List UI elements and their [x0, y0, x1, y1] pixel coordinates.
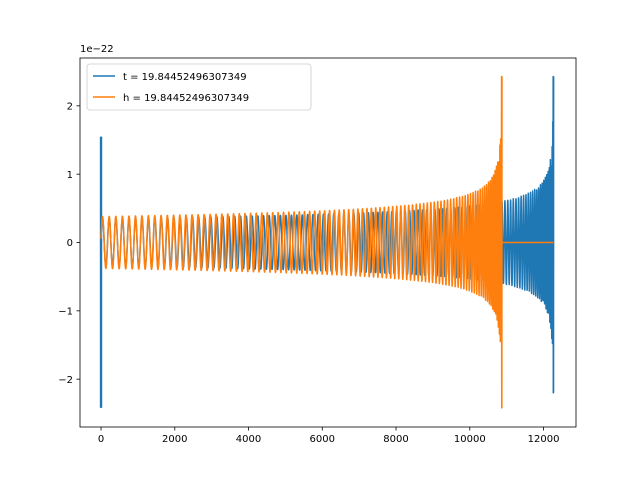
- y-axis-offset-text: 1e−22: [80, 44, 114, 55]
- y-tick-label: −1: [58, 306, 73, 317]
- legend-label: h = 19.84452496307349: [123, 93, 249, 104]
- legend: t = 19.84452496307349 h = 19.844524963073…: [86, 63, 312, 111]
- y-tick-label: −2: [58, 375, 73, 386]
- x-tick-label: 2000: [162, 434, 187, 445]
- x-tick-label: 12000: [528, 434, 560, 445]
- x-tick-label: 10000: [454, 434, 486, 445]
- legend-label: t = 19.84452496307349: [123, 72, 247, 83]
- x-tick-label: 4000: [236, 434, 261, 445]
- y-tick-label: 0: [67, 238, 73, 249]
- series-line-h: [100, 75, 503, 409]
- y-tick-label: 2: [67, 101, 73, 112]
- legend-box: [86, 63, 312, 111]
- x-tick-label: 6000: [310, 434, 335, 445]
- plot-layer: [99, 75, 555, 409]
- axes-layer: 0 2000 4000 6000 8000 10000 12000 −2 −1 0 1 2: [58, 57, 577, 445]
- x-tick-label: 0: [98, 434, 104, 445]
- y-tick-label: 1: [67, 170, 73, 181]
- x-tick-label: 8000: [383, 434, 408, 445]
